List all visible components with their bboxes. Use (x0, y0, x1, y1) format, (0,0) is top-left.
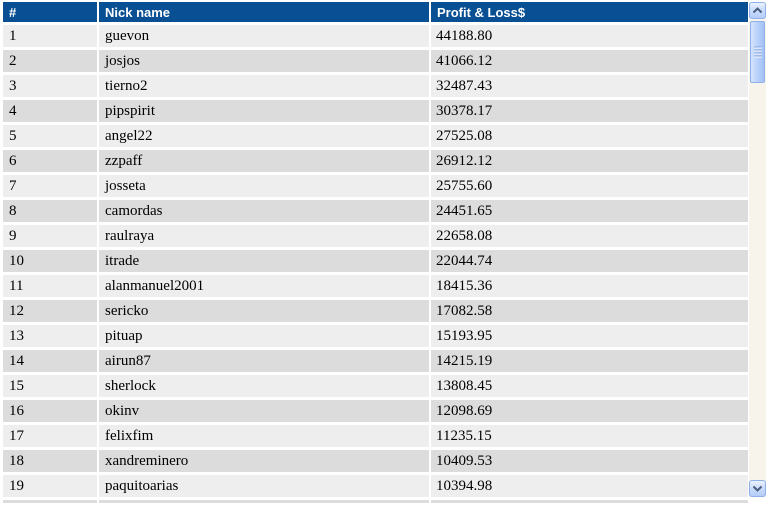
table-body: 1 guevon 44188.80 2 josjos 41066.12 3 tierno2 32… (3, 23, 748, 503)
table-row: 14 airun87 14215.19 (3, 348, 748, 375)
pnl-cell: 41066.12 (430, 48, 748, 75)
pnl-cell: 22658.08 (430, 223, 748, 250)
nick-cell: xandreminero (98, 448, 431, 475)
table-row: 8 camordas 24451.65 (3, 198, 748, 225)
table-row: 18 xandreminero 10409.53 (3, 448, 748, 475)
rank-cell: 11 (3, 273, 99, 300)
nick-cell: airun87 (98, 348, 431, 375)
nick-cell: sherlock (98, 373, 431, 400)
table-row: 1 guevon 44188.80 (3, 23, 748, 50)
chevron-down-icon (752, 485, 763, 492)
pnl-cell: 44188.80 (430, 23, 748, 50)
pnl-cell: 12098.69 (430, 398, 748, 425)
pnl-cell: 26912.12 (430, 148, 748, 175)
nick-cell: guevon (98, 23, 431, 50)
pnl-cell: 10394.98 (430, 473, 748, 500)
pnl-cell: 11235.15 (430, 423, 748, 450)
rank-cell: 1 (3, 23, 99, 50)
table-row: 12 sericko 17082.58 (3, 298, 748, 325)
rank-cell: 8 (3, 198, 99, 225)
rank-cell: 7 (3, 173, 99, 200)
table-row: 2 josjos 41066.12 (3, 48, 748, 75)
pnl-cell (430, 498, 748, 503)
rank-cell: 16 (3, 398, 99, 425)
partially-visible-row (3, 498, 748, 503)
pnl-cell: 17082.58 (430, 298, 748, 325)
leaderboard-table: # Nick name Profit & Loss$ 1 guevon 44188.… (3, 2, 748, 503)
rank-cell (3, 498, 99, 503)
rank-cell: 15 (3, 373, 99, 400)
nick-cell: tierno2 (98, 73, 431, 100)
nick-cell (98, 498, 431, 503)
scrollbar-grip-icon (753, 46, 762, 58)
pnl-cell: 27525.08 (430, 123, 748, 150)
table-header: # Nick name Profit & Loss$ (3, 2, 748, 25)
table-row: 15 sherlock 13808.45 (3, 373, 748, 400)
table-row: 7 josseta 25755.60 (3, 173, 748, 200)
pnl-cell: 15193.95 (430, 323, 748, 350)
column-header-profit-loss: Profit & Loss$ (430, 2, 748, 25)
nick-cell: alanmanuel2001 (98, 273, 431, 300)
column-header-rank: # (3, 2, 99, 25)
rank-cell: 10 (3, 248, 99, 275)
pnl-cell: 10409.53 (430, 448, 748, 475)
nick-cell: zzpaff (98, 148, 431, 175)
pnl-cell: 24451.65 (430, 198, 748, 225)
pnl-cell: 22044.74 (430, 248, 748, 275)
chevron-up-icon (752, 7, 763, 14)
pnl-cell: 32487.43 (430, 73, 748, 100)
header-row: # Nick name Profit & Loss$ (3, 2, 748, 25)
nick-cell: josjos (98, 48, 431, 75)
nick-cell: josseta (98, 173, 431, 200)
rank-cell: 18 (3, 448, 99, 475)
nick-cell: angel22 (98, 123, 431, 150)
table-row: 6 zzpaff 26912.12 (3, 148, 748, 175)
scroll-down-button[interactable] (749, 480, 766, 497)
scrollbar-thumb[interactable] (750, 21, 765, 83)
pnl-cell: 14215.19 (430, 348, 748, 375)
table-row: 10 itrade 22044.74 (3, 248, 748, 275)
rank-cell: 19 (3, 473, 99, 500)
table-row: 4 pipspirit 30378.17 (3, 98, 748, 125)
pnl-cell: 25755.60 (430, 173, 748, 200)
nick-cell: raulraya (98, 223, 431, 250)
rank-cell: 13 (3, 323, 99, 350)
rank-cell: 9 (3, 223, 99, 250)
nick-cell: paquitoarias (98, 473, 431, 500)
nick-cell: itrade (98, 248, 431, 275)
nick-cell: camordas (98, 198, 431, 225)
table-row: 3 tierno2 32487.43 (3, 73, 748, 100)
pnl-cell: 18415.36 (430, 273, 748, 300)
table-row: 16 okinv 12098.69 (3, 398, 748, 425)
nick-cell: pituap (98, 323, 431, 350)
pnl-cell: 13808.45 (430, 373, 748, 400)
nick-cell: felixfim (98, 423, 431, 450)
table-row: 11 alanmanuel2001 18415.36 (3, 273, 748, 300)
rank-cell: 5 (3, 123, 99, 150)
nick-cell: okinv (98, 398, 431, 425)
rank-cell: 12 (3, 298, 99, 325)
rank-cell: 14 (3, 348, 99, 375)
table-row: 5 angel22 27525.08 (3, 123, 748, 150)
table-row: 17 felixfim 11235.15 (3, 423, 748, 450)
table-row: 9 raulraya 22658.08 (3, 223, 748, 250)
rank-cell: 2 (3, 48, 99, 75)
nick-cell: sericko (98, 298, 431, 325)
profit-loss-table: # Nick name Profit & Loss$ 1 guevon 44188.… (3, 2, 748, 503)
nick-cell: pipspirit (98, 98, 431, 125)
rank-cell: 17 (3, 423, 99, 450)
rank-cell: 6 (3, 148, 99, 175)
table-row: 13 pituap 15193.95 (3, 323, 748, 350)
pnl-cell: 30378.17 (430, 98, 748, 125)
rank-cell: 4 (3, 98, 99, 125)
scroll-up-button[interactable] (749, 2, 766, 19)
table-row: 19 paquitoarias 10394.98 (3, 473, 748, 500)
vertical-scrollbar[interactable] (749, 2, 766, 497)
column-header-nick-name: Nick name (98, 2, 431, 25)
rank-cell: 3 (3, 73, 99, 100)
